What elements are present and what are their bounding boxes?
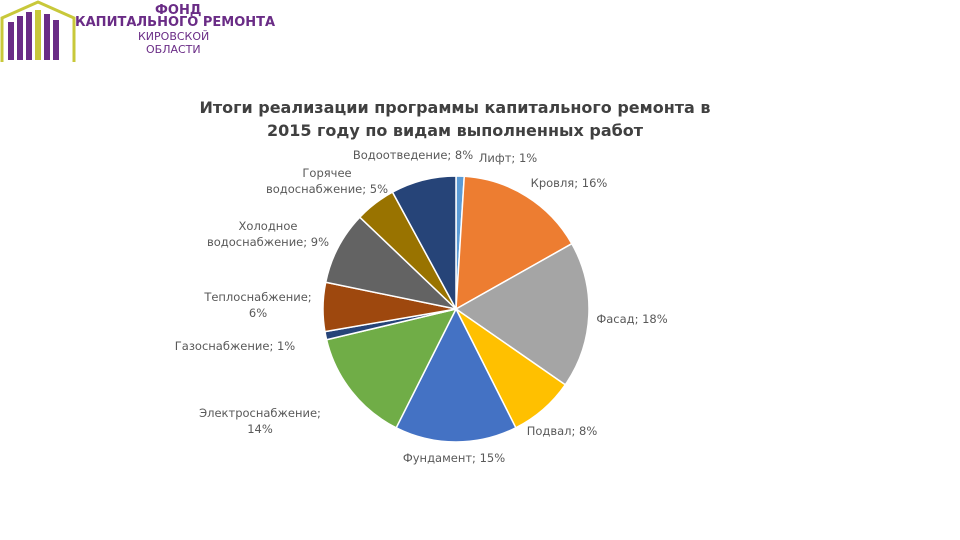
data-label: Холодное водоснабжение; 9%: [206, 219, 330, 249]
chart-title: Итоги реализации программы капитального …: [199, 98, 711, 140]
data-label: Лифт; 1%: [478, 151, 538, 165]
data-label: Теплоснабжение; 6%: [204, 290, 312, 320]
pie-slice: [455, 175, 573, 311]
data-label: Кровля; 16%: [530, 176, 608, 190]
data-label: Электроснабжение; 14%: [199, 406, 321, 436]
data-label: Водоотведение; 8%: [352, 148, 474, 162]
data-label: Фундамент; 15%: [402, 451, 506, 465]
pie-slice: [325, 307, 458, 429]
logo-icon: [0, 0, 76, 62]
data-label: Горячее водоснабжение; 5%: [265, 166, 389, 196]
pie-slice: [391, 175, 457, 310]
logo-text: ФОНД: [155, 3, 202, 18]
data-label: Газоснабжение; 1%: [174, 339, 296, 353]
data-label: Фасад; 18%: [596, 312, 668, 326]
pie-slice: [395, 307, 517, 443]
logo-text: КИРОВСКОЙ: [138, 30, 210, 43]
logo-text: ОБЛАСТИ: [146, 43, 201, 56]
logo-text: КАПИТАЛЬНОГО РЕМОНТА: [75, 15, 276, 30]
pie-slice: [454, 242, 590, 386]
data-label: Подвал; 8%: [526, 424, 598, 438]
